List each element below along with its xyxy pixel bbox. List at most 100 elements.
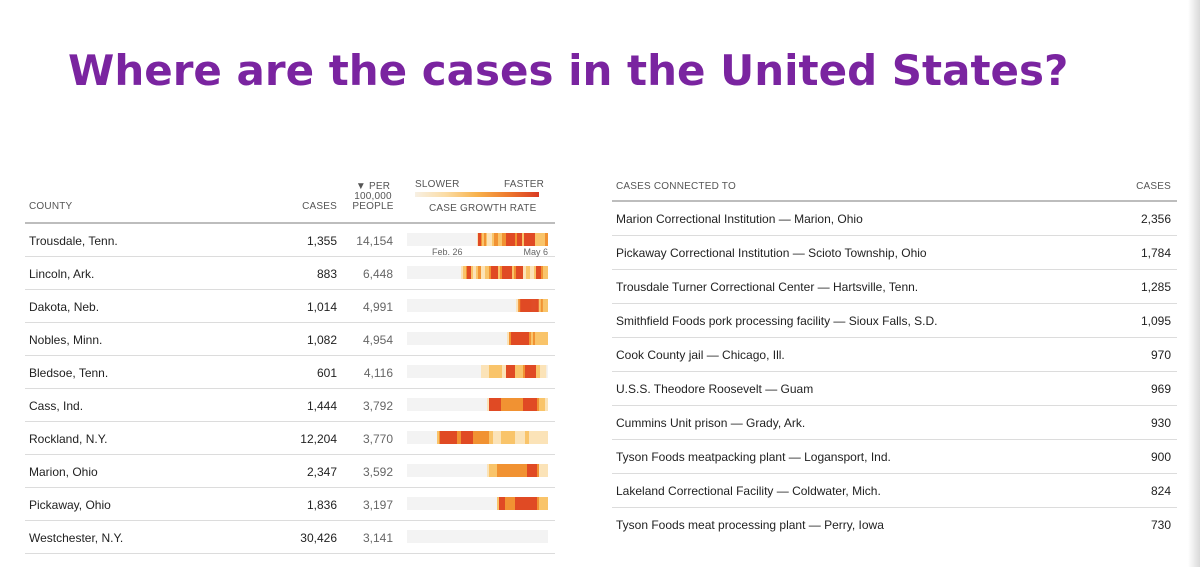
growth-cell bbox=[537, 266, 539, 279]
growth-cell bbox=[537, 365, 539, 378]
growth-strip bbox=[407, 299, 549, 312]
growth-cell bbox=[500, 233, 502, 246]
growth-cell bbox=[536, 431, 538, 444]
growth-cell bbox=[483, 266, 485, 279]
growth-cell bbox=[516, 332, 518, 345]
growth-cell bbox=[522, 365, 524, 378]
growth-cell bbox=[496, 398, 498, 411]
growth-cell bbox=[524, 365, 526, 378]
growth-cell bbox=[541, 266, 543, 279]
county-row[interactable]: Pickaway, Ohio 1,836 3,197 bbox=[25, 488, 555, 521]
cluster-row[interactable]: Trousdale Turner Correctional Center — H… bbox=[612, 270, 1177, 304]
growth-cell bbox=[522, 332, 524, 345]
growth-cell bbox=[528, 332, 530, 345]
county-row[interactable]: Trousdale, Tenn. 1,355 14,154 Feb. 26 May 6 bbox=[25, 224, 555, 257]
growth-cell bbox=[460, 431, 462, 444]
growth-cell bbox=[479, 431, 481, 444]
county-row[interactable]: Rockland, N.Y. 12,204 3,770 bbox=[25, 422, 555, 455]
cluster-row[interactable]: Lakeland Correctional Facility — Coldwat… bbox=[612, 474, 1177, 508]
growth-cell bbox=[497, 233, 499, 246]
growth-strip-svg bbox=[407, 233, 549, 246]
growth-cell bbox=[502, 398, 504, 411]
growth-cell bbox=[464, 431, 466, 444]
growth-cell bbox=[530, 497, 532, 510]
cluster-row[interactable]: Marion Correctional Institution — Marion… bbox=[612, 202, 1177, 236]
growth-cell bbox=[495, 266, 497, 279]
cluster-row[interactable]: Tyson Foods meat processing plant — Perr… bbox=[612, 508, 1177, 541]
growth-cell bbox=[444, 431, 446, 444]
growth-cell bbox=[514, 332, 516, 345]
growth-cell bbox=[546, 266, 548, 279]
county-row[interactable]: Nobles, Minn. 1,082 4,954 bbox=[25, 323, 555, 356]
growth-cell bbox=[494, 365, 496, 378]
cluster-cases: 900 bbox=[1150, 450, 1171, 464]
growth-cell bbox=[501, 398, 503, 411]
cluster-row[interactable]: Cook County jail — Chicago, Ill. 970 bbox=[612, 338, 1177, 372]
growth-cell bbox=[517, 398, 519, 411]
county-row[interactable]: Westchester, N.Y. 30,426 3,141 bbox=[25, 521, 555, 554]
growth-strip-svg bbox=[407, 332, 549, 345]
cluster-cases: 1,095 bbox=[1140, 314, 1171, 328]
growth-cell bbox=[490, 431, 492, 444]
growth-cell bbox=[524, 233, 526, 246]
growth-cell bbox=[534, 497, 536, 510]
growth-cell bbox=[525, 233, 527, 246]
growth-cell bbox=[449, 431, 451, 444]
growth-cell bbox=[473, 266, 475, 279]
county-name: Trousdale, Tenn. bbox=[29, 234, 118, 248]
growth-cell bbox=[494, 266, 496, 279]
growth-cell bbox=[546, 299, 549, 312]
growth-cell bbox=[437, 431, 439, 444]
growth-cell bbox=[499, 398, 501, 411]
growth-cell bbox=[515, 398, 517, 411]
growth-cell bbox=[485, 431, 487, 444]
growth-cell bbox=[477, 233, 479, 246]
growth-cell bbox=[520, 464, 522, 477]
slide-title: Where are the cases in the United States… bbox=[68, 46, 1069, 95]
county-row[interactable]: Cass, Ind. 1,444 3,792 bbox=[25, 389, 555, 422]
growth-cell bbox=[481, 365, 483, 378]
growth-cell bbox=[492, 233, 494, 246]
county-row[interactable]: Marion, Ohio 2,347 3,592 bbox=[25, 455, 555, 488]
cluster-row[interactable]: Pickaway Correctional Institution — Scio… bbox=[612, 236, 1177, 270]
growth-cell bbox=[535, 233, 537, 246]
growth-cell bbox=[507, 233, 509, 246]
growth-cell bbox=[529, 233, 531, 246]
cluster-row[interactable]: U.S.S. Theodore Roosevelt — Guam 969 bbox=[612, 372, 1177, 406]
cluster-row[interactable]: Cummins Unit prison — Grady, Ark. 930 bbox=[612, 406, 1177, 440]
growth-cell bbox=[487, 266, 489, 279]
growth-cell bbox=[484, 233, 486, 246]
per-100k-column-header[interactable]: ▼ PER 100,000 PEOPLE bbox=[350, 182, 396, 212]
county-row[interactable]: Dakota, Neb. 1,014 4,991 bbox=[25, 290, 555, 323]
growth-cell bbox=[511, 497, 513, 510]
growth-cell bbox=[517, 464, 519, 477]
growth-cell bbox=[518, 497, 520, 510]
growth-cell bbox=[546, 431, 548, 444]
cluster-row[interactable]: Smithfield Foods pork processing facilit… bbox=[612, 304, 1177, 338]
growth-strip-svg bbox=[407, 464, 549, 477]
growth-cell bbox=[508, 431, 510, 444]
growth-cell bbox=[500, 266, 502, 279]
growth-cell bbox=[534, 431, 536, 444]
growth-cell bbox=[514, 497, 516, 510]
growth-cell bbox=[514, 266, 516, 279]
growth-cell bbox=[529, 332, 531, 345]
county-row[interactable]: Bledsoe, Tenn. 601 4,116 bbox=[25, 356, 555, 389]
county-row[interactable]: Lincoln, Ark. 883 6,448 bbox=[25, 257, 555, 290]
growth-cell bbox=[510, 497, 512, 510]
county-column-header[interactable]: COUNTY bbox=[29, 201, 73, 212]
growth-cell bbox=[488, 365, 490, 378]
growth-cell bbox=[515, 365, 517, 378]
growth-cell bbox=[533, 464, 535, 477]
growth-cell bbox=[499, 431, 501, 444]
growth-cell bbox=[535, 497, 537, 510]
growth-cell bbox=[525, 365, 527, 378]
cluster-row[interactable]: Tyson Foods meatpacking plant — Loganspo… bbox=[612, 440, 1177, 474]
growth-cell bbox=[512, 431, 514, 444]
growth-cell bbox=[531, 464, 533, 477]
growth-cell bbox=[513, 398, 515, 411]
growth-cell bbox=[518, 431, 520, 444]
growth-cell bbox=[535, 365, 537, 378]
cases-column-header[interactable]: CASES bbox=[302, 201, 337, 212]
growth-cell bbox=[519, 266, 521, 279]
